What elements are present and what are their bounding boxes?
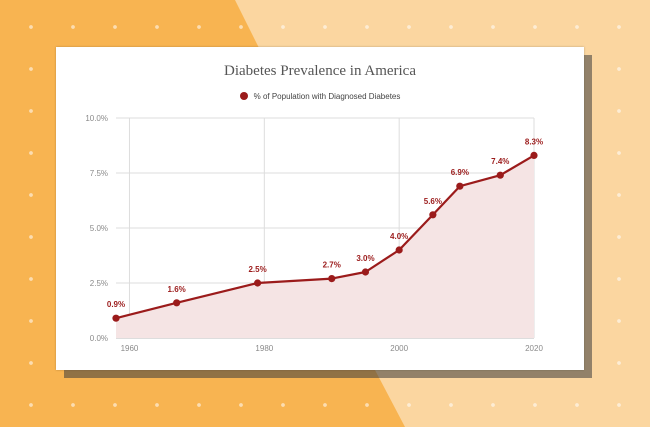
data-point bbox=[429, 211, 437, 219]
legend-label: % of Population with Diagnosed Diabetes bbox=[253, 92, 401, 101]
data-label: 1.6% bbox=[168, 285, 186, 294]
data-label: 5.6% bbox=[424, 197, 442, 206]
data-point bbox=[456, 182, 464, 190]
y-tick-label: 2.5% bbox=[90, 279, 108, 288]
data-point bbox=[328, 275, 336, 283]
data-point bbox=[253, 279, 262, 287]
data-label: 3.0% bbox=[356, 254, 374, 263]
data-point bbox=[530, 151, 538, 159]
chart-legend: % of Population with Diagnosed Diabetes bbox=[56, 92, 584, 101]
data-point bbox=[395, 246, 403, 254]
data-point bbox=[496, 171, 504, 179]
data-point bbox=[361, 268, 370, 276]
data-label: 2.5% bbox=[248, 265, 266, 274]
data-label: 0.9% bbox=[107, 300, 125, 309]
x-tick-label: 2000 bbox=[390, 344, 408, 353]
y-tick-label: 7.5% bbox=[90, 169, 108, 178]
x-tick-label: 1980 bbox=[255, 344, 273, 353]
data-label: 7.4% bbox=[491, 157, 509, 166]
x-tick-label: 1960 bbox=[121, 344, 139, 353]
chart-plot-area: 0.0% 2.5% 5.0% 7.5% 10.0% 1960 1980 2000 2020 0.9… bbox=[85, 114, 543, 353]
series-line bbox=[115, 154, 535, 320]
y-tick-label: 5.0% bbox=[90, 224, 108, 233]
data-label: 8.3% bbox=[525, 137, 543, 146]
chart-title: Diabetes Prevalence in America bbox=[224, 63, 416, 79]
data-label: 4.0% bbox=[390, 232, 408, 241]
y-tick-label: 10.0% bbox=[85, 114, 108, 123]
data-point bbox=[112, 314, 120, 322]
legend-swatch bbox=[239, 92, 248, 100]
chart-card: Diabetes Prevalence in America % of Popu… bbox=[56, 47, 584, 370]
x-tick-label: 2020 bbox=[525, 344, 543, 353]
data-label: 6.9% bbox=[451, 168, 469, 177]
data-label: 2.7% bbox=[323, 261, 341, 270]
y-tick-label: 0.0% bbox=[90, 334, 108, 343]
data-point bbox=[173, 299, 181, 307]
